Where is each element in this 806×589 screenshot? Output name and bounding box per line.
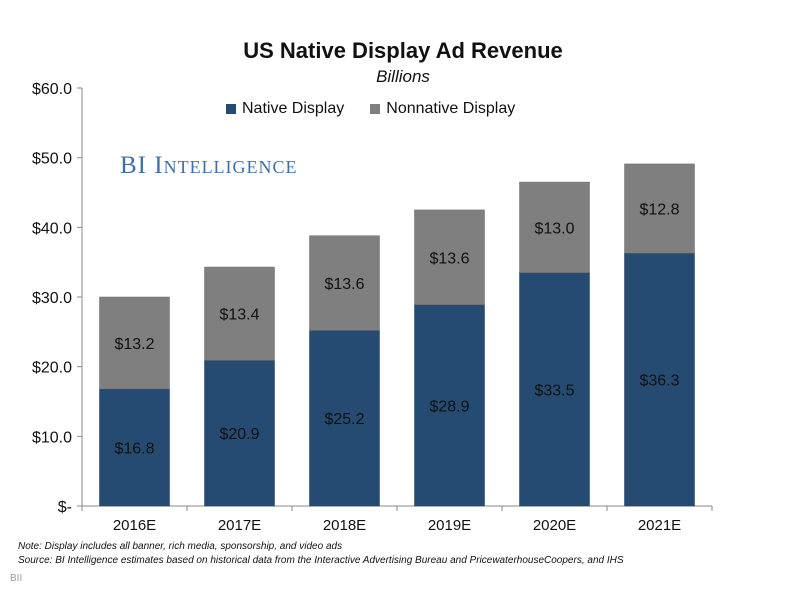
chart-title: US Native Display Ad Revenue <box>243 38 563 63</box>
legend-item-native: Native Display <box>226 100 344 118</box>
footer-logo-text: BII <box>10 573 23 584</box>
bar-nonnative <box>309 235 380 331</box>
data-label-native: $20.9 <box>219 426 259 443</box>
bar-native <box>204 360 275 507</box>
chart-data-labels: $16.8 $13.2 $20.9 $13.4 $25.2 $13.6 $28.9 $13.6… <box>114 202 679 458</box>
x-tick-label: 2016E <box>113 517 156 534</box>
bar-native <box>519 272 590 507</box>
chart-note: Note: Display includes all banner, rich … <box>18 541 343 552</box>
y-tick-label: $- <box>58 499 72 516</box>
data-label-native: $33.5 <box>534 382 574 399</box>
bar-native <box>99 388 170 507</box>
legend-swatch-nonnative <box>370 104 381 114</box>
y-tick-label: $50.0 <box>32 151 72 168</box>
y-tick-label: $60.0 <box>32 81 72 98</box>
x-tick-label: 2017E <box>218 517 261 534</box>
legend-label-native: Native Display <box>242 100 345 117</box>
data-label-native: $36.3 <box>639 373 679 390</box>
data-label-nonnative: $13.4 <box>219 307 259 324</box>
bar-native <box>309 330 380 507</box>
legend-label-nonnative: Nonnative Display <box>386 100 516 117</box>
y-tick-label: $10.0 <box>32 429 72 446</box>
data-label-nonnative: $13.2 <box>114 336 154 353</box>
x-tick-label: 2019E <box>428 517 471 534</box>
y-tick-label: $40.0 <box>32 220 72 237</box>
data-label-nonnative: $12.8 <box>639 202 679 219</box>
bar-nonnative <box>204 266 275 361</box>
bar-nonnative <box>624 163 695 254</box>
x-tick-label: 2020E <box>533 517 576 534</box>
bar-native <box>414 304 485 507</box>
chart-source: Source: BI Intelligence estimates based … <box>18 555 624 566</box>
chart-axes: $- $10.0 $20.0 $30.0 $40.0 $50.0 $60.0 2016E 201… <box>32 81 713 534</box>
y-tick-label: $30.0 <box>32 290 72 307</box>
bi-intelligence-watermark: BI Intelligence <box>120 152 298 179</box>
bar-nonnative <box>519 181 590 273</box>
bar-native <box>624 252 695 507</box>
chart-subtitle: Billions <box>376 67 430 86</box>
legend-item-nonnative: Nonnative Display <box>370 100 515 118</box>
data-label-native: $28.9 <box>429 398 469 415</box>
data-label-nonnative: $13.6 <box>324 276 364 293</box>
y-tick-label: $20.0 <box>32 360 72 377</box>
data-label-nonnative: $13.0 <box>534 220 574 237</box>
chart-bars <box>99 163 695 507</box>
x-tick-label: 2021E <box>638 517 681 534</box>
bar-nonnative <box>99 296 170 390</box>
legend-swatch-native <box>226 104 236 114</box>
data-label-nonnative: $13.6 <box>429 250 469 267</box>
x-tick-label: 2018E <box>323 517 366 534</box>
data-label-native: $16.8 <box>114 440 154 457</box>
bar-nonnative <box>414 209 485 305</box>
data-label-native: $25.2 <box>324 411 364 428</box>
chart-legend: Native Display Nonnative Display <box>226 100 515 118</box>
